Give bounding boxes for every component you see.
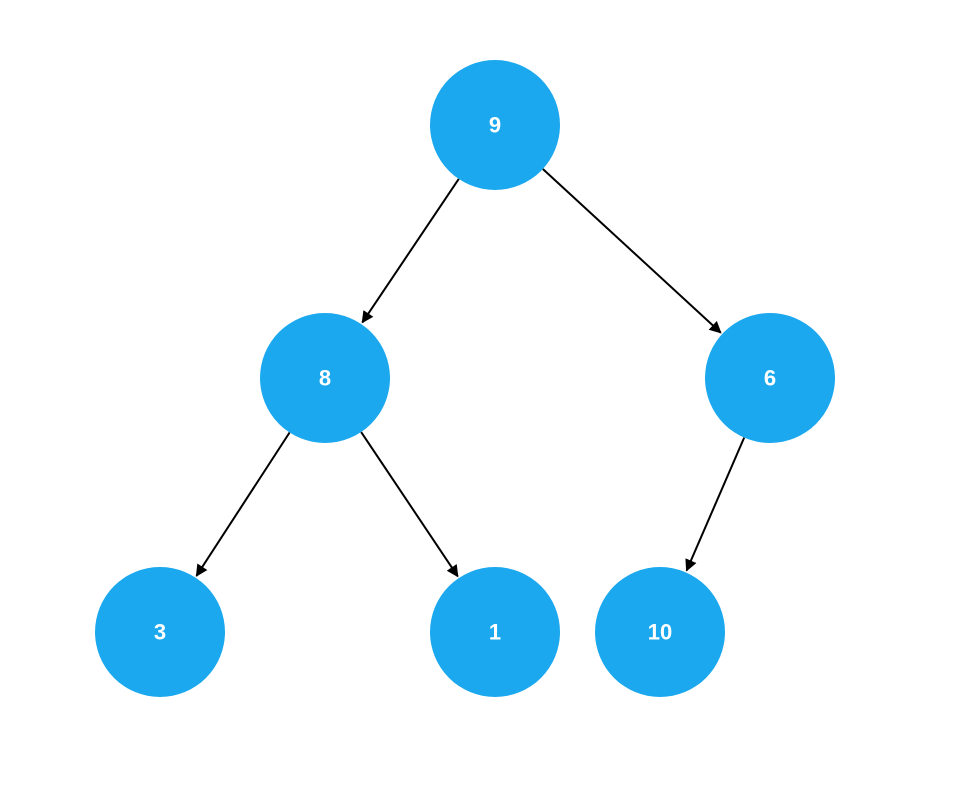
- node-n10: 10: [595, 567, 725, 697]
- node-label: 9: [489, 113, 501, 138]
- edge-n9-n8: [362, 179, 458, 322]
- nodes-group: 9 8 6 3 1 10: [95, 60, 835, 697]
- node-label: 1: [489, 620, 501, 645]
- node-label: 8: [319, 366, 331, 391]
- node-n1: 1: [430, 567, 560, 697]
- node-n6: 6: [705, 313, 835, 443]
- node-n3: 3: [95, 567, 225, 697]
- node-n8: 8: [260, 313, 390, 443]
- node-n9: 9: [430, 60, 560, 190]
- node-label: 6: [764, 366, 776, 391]
- edge-n8-n3: [197, 433, 290, 576]
- edge-n9-n6: [543, 169, 721, 333]
- node-label: 3: [154, 620, 166, 645]
- edge-n8-n1: [361, 432, 458, 576]
- edge-n6-n10: [687, 438, 745, 571]
- node-label: 10: [648, 620, 672, 645]
- tree-diagram: 9 8 6 3 1 10: [0, 0, 962, 800]
